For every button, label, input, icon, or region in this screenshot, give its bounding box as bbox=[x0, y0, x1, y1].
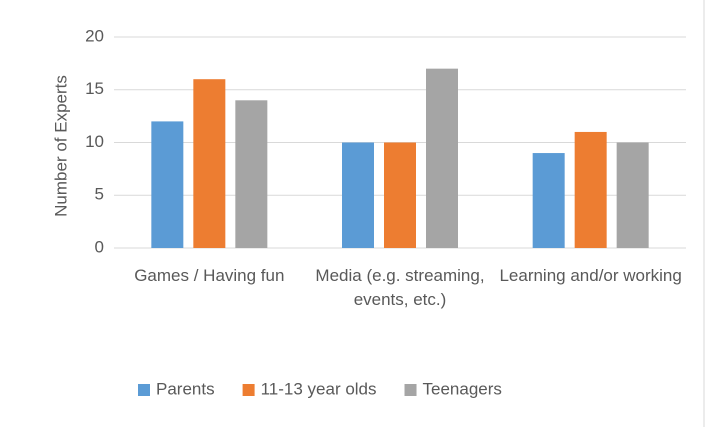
x-tick-label-box: Media (e.g. streaming, events, etc.) bbox=[315, 266, 485, 309]
y-tick-label: 10 bbox=[85, 132, 104, 151]
y-tick-label: 20 bbox=[85, 26, 104, 45]
legend-swatch bbox=[138, 384, 150, 396]
bar bbox=[532, 153, 565, 248]
legend-label: Teenagers bbox=[423, 379, 502, 398]
x-tick-label-box: Learning and/or working bbox=[499, 266, 682, 285]
y-tick-label: 15 bbox=[85, 79, 104, 98]
bar bbox=[235, 100, 268, 248]
bar bbox=[616, 142, 649, 248]
y-axis-label: Number of Experts bbox=[51, 75, 70, 217]
x-tick-label: Games / Having fun bbox=[134, 266, 285, 285]
x-tick-label-box: Games / Having fun bbox=[134, 266, 285, 285]
legend-swatch bbox=[404, 384, 417, 396]
x-tick-label: Media (e.g. streaming, events, etc.) bbox=[315, 266, 485, 309]
bar bbox=[426, 68, 458, 249]
x-tick-label: Learning and/or working bbox=[499, 266, 682, 285]
legend-label: Parents bbox=[156, 379, 215, 398]
legend-swatch bbox=[242, 384, 255, 396]
y-tick-label: 0 bbox=[95, 237, 104, 256]
bar bbox=[574, 131, 607, 248]
bar bbox=[151, 121, 184, 248]
bar bbox=[193, 79, 226, 248]
bar bbox=[384, 142, 416, 248]
legend-label: 11-13 year olds bbox=[261, 379, 377, 398]
bar bbox=[342, 142, 374, 248]
y-tick-label: 5 bbox=[95, 185, 104, 204]
